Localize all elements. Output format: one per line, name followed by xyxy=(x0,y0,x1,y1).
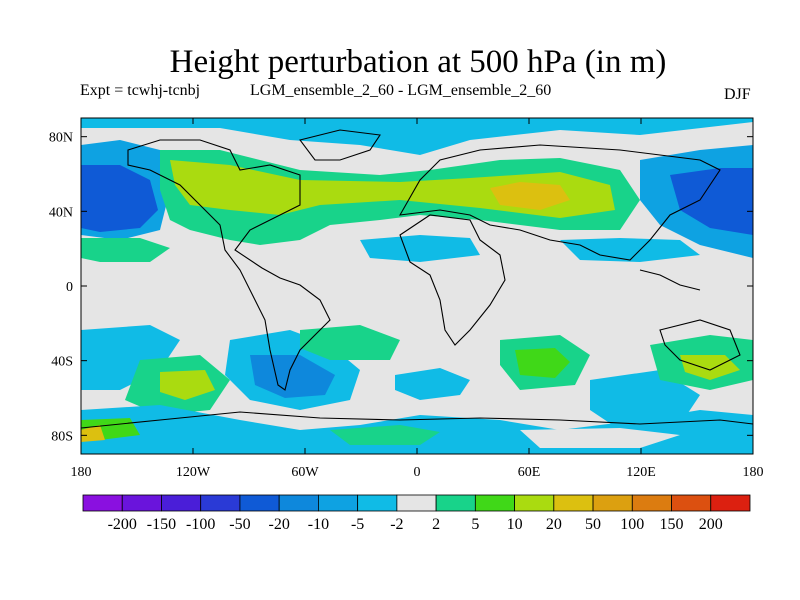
contour-pos-south-atlantic xyxy=(300,325,400,360)
colorbar-swatch xyxy=(278,494,319,512)
lat-tick-label: 40N xyxy=(49,205,73,220)
season-label: DJF xyxy=(724,86,751,103)
lat-tick-label: 40S xyxy=(51,355,73,370)
coastline-eurasia xyxy=(398,144,721,261)
colorbar-label: 200 xyxy=(699,516,723,533)
colorbar-swatch xyxy=(82,494,123,512)
lat-tick-label: 0 xyxy=(66,280,73,295)
experiment-label: Expt = tcwhj-tcnbj xyxy=(80,82,201,99)
contour-pos-south-indian-core xyxy=(515,348,570,378)
colorbar-label: -5 xyxy=(351,516,364,533)
contour-neg-subtropic-asia xyxy=(560,238,700,262)
lon-tick-label: 120W xyxy=(176,465,211,480)
coastline-antarctica xyxy=(81,411,753,429)
colorbar-swatch xyxy=(239,494,280,512)
contour-pos-australia-core xyxy=(680,355,740,380)
colorbar-swatch xyxy=(592,494,633,512)
colorbar-swatch xyxy=(671,494,712,512)
contour-pos-antarctic-max xyxy=(81,425,105,442)
contour-pos-antarctic-central xyxy=(330,425,440,445)
plot-title: Height perturbation at 500 hPa (in m) xyxy=(169,44,667,80)
colorbar-swatch xyxy=(631,494,672,512)
colorbar-label: 10 xyxy=(507,516,523,533)
contour-field xyxy=(81,118,753,454)
map-axes: 80N 40N 0 40S 80S 180 120W 60W 0 60E 120E 180 xyxy=(49,118,764,480)
colorbar-swatch xyxy=(396,494,437,512)
colorbar-label: -50 xyxy=(229,516,250,533)
coastline-australia xyxy=(659,319,741,371)
contour-neg-arctic xyxy=(81,118,753,155)
coastline-americas xyxy=(127,139,331,391)
colorbar-label: 150 xyxy=(660,516,684,533)
colorbar-label: -150 xyxy=(147,516,176,533)
colorbar-label: 50 xyxy=(585,516,601,533)
colorbar-label: 5 xyxy=(471,516,479,533)
contour-pos-asia-max xyxy=(490,182,570,210)
lon-tick-label: 60W xyxy=(291,465,319,480)
runs-label: LGM_ensemble_2_60 - LGM_ensemble_2_60 xyxy=(250,82,552,99)
colorbar-label: 20 xyxy=(546,516,562,533)
colorbar-label: 100 xyxy=(620,516,644,533)
colorbar-swatch xyxy=(121,494,162,512)
coastlines xyxy=(81,129,753,429)
lon-tick-label: 60E xyxy=(518,465,541,480)
colorbar-label: 2 xyxy=(432,516,440,533)
colorbar: -200 -150 -100 -50 -20 -10 -5 -2 2 5 10 20 50 100 150 2… xyxy=(82,494,751,533)
contour-neutral-antarctic xyxy=(520,428,680,448)
contour-pos-south-pacific-core xyxy=(160,370,215,400)
contour-neg-south-pacific-west xyxy=(81,325,180,390)
colorbar-swatch xyxy=(161,494,202,512)
contour-pos-east-pacific xyxy=(81,238,170,262)
colorbar-swatch xyxy=(357,494,398,512)
colorbar-label: -20 xyxy=(269,516,290,533)
colorbar-swatch xyxy=(474,494,515,512)
colorbar-swatch xyxy=(200,494,241,512)
lat-tick-label: 80N xyxy=(49,131,73,146)
lon-tick-label: 120E xyxy=(626,465,656,480)
colorbar-swatch xyxy=(553,494,594,512)
colorbar-swatch xyxy=(318,494,359,512)
colorbar-swatch xyxy=(435,494,476,512)
contour-neg-west-pacific-core xyxy=(670,168,753,235)
colorbar-label: -200 xyxy=(108,516,137,533)
colorbar-label: -100 xyxy=(186,516,215,533)
contour-neg-subtropic-atlantic xyxy=(360,235,480,262)
contour-neg-south-atlantic xyxy=(395,368,470,400)
lon-tick-label: 180 xyxy=(71,465,92,480)
colorbar-swatch xyxy=(710,494,751,512)
coastline-africa xyxy=(399,214,506,346)
coastline-greenland xyxy=(299,129,381,161)
colorbar-swatch xyxy=(514,494,555,512)
contour-neg-north-pacific-core xyxy=(81,165,158,232)
contour-neg-south-pacific-core xyxy=(250,355,335,398)
lon-tick-label: 180 xyxy=(743,465,764,480)
colorbar-label: -2 xyxy=(390,516,403,533)
lat-tick-label: 80S xyxy=(51,429,73,444)
coastline-maritime-continent xyxy=(639,269,701,291)
lon-tick-label: 0 xyxy=(414,465,421,480)
colorbar-label: -10 xyxy=(308,516,329,533)
